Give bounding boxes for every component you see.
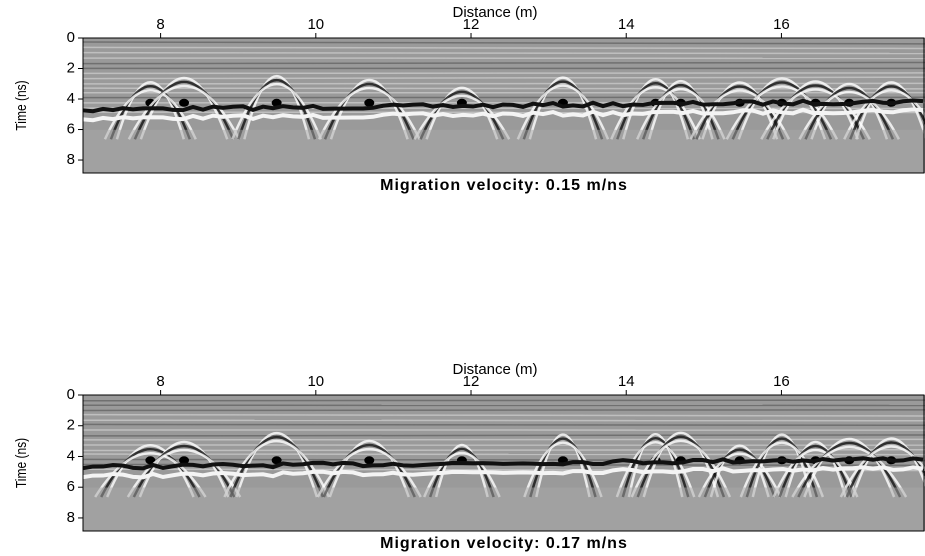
texture-hyperbola — [703, 448, 776, 498]
texture-hyperbola — [855, 81, 925, 140]
texture-hyperbola — [798, 90, 901, 140]
texture-blob — [271, 456, 282, 465]
texture-hyperbola — [419, 90, 505, 140]
x-tick-label: 12 — [463, 373, 480, 390]
texture-lower — [83, 487, 925, 531]
texture-hyperbola — [843, 89, 925, 140]
texture-blob — [364, 98, 375, 107]
texture-hyperbola — [784, 440, 847, 498]
y-axis-label: Time (ns) — [13, 438, 30, 488]
texture-hyperbola — [772, 80, 859, 140]
texture-hyperbola — [695, 85, 785, 140]
radargram-image — [83, 395, 925, 531]
y-tick-label: 0 — [67, 386, 75, 403]
texture-blob — [145, 456, 156, 465]
texture-blob — [271, 98, 282, 107]
texture-reflector — [83, 465, 924, 480]
texture-hyperbola — [434, 444, 489, 498]
texture-hyperbola — [428, 448, 495, 498]
texture-hyperbola — [413, 94, 511, 140]
texture-band — [83, 409, 925, 412]
texture-blob — [364, 456, 375, 465]
y-tick-label: 6 — [67, 120, 75, 137]
texture-hyperbola — [772, 449, 859, 498]
x-tick-label: 16 — [773, 373, 790, 390]
texture-band — [83, 87, 925, 90]
x-axis-label: Distance (m) — [452, 4, 537, 21]
texture-hyperbola — [100, 448, 201, 498]
texture-band — [83, 41, 925, 45]
x-tick-label: 16 — [773, 16, 790, 33]
texture-hyperbola — [810, 82, 889, 140]
texture-band — [83, 434, 925, 437]
texture-reflector — [83, 456, 924, 471]
texture-band — [83, 51, 925, 55]
texture-hyperbola — [797, 441, 902, 498]
caption: Migration velocity: 0.15 m/ns — [380, 177, 628, 194]
texture-band — [83, 448, 925, 452]
texture-band — [83, 423, 925, 427]
texture-hyperbola — [316, 447, 422, 498]
texture-hyperbola — [803, 437, 896, 498]
texture-hyperbola — [94, 452, 207, 498]
texture-hyperbola — [425, 86, 499, 140]
plot-frame — [82, 37, 925, 174]
texture-hyperbola — [522, 80, 604, 140]
x-axis-label: Distance (m) — [452, 361, 537, 378]
texture-hyperbola — [243, 74, 311, 140]
y-tick-label: 2 — [67, 417, 75, 434]
texture-band — [83, 399, 925, 402]
texture-hyperbola — [804, 86, 895, 140]
y-tick-label: 0 — [67, 29, 75, 46]
caption: Migration velocity: 0.17 m/ns — [380, 535, 628, 552]
texture-band — [83, 413, 925, 417]
texture-hyperbola — [845, 441, 925, 498]
texture-reflector — [83, 107, 924, 123]
y-tick-label: 4 — [67, 447, 75, 464]
texture-blob — [179, 456, 190, 465]
texture-hyperbola — [725, 85, 839, 140]
texture-reflector — [83, 98, 924, 114]
texture-hyperbola — [516, 84, 610, 140]
y-tick-label: 6 — [67, 478, 75, 495]
x-tick-label: 8 — [156, 373, 164, 390]
x-tick-label: 12 — [463, 16, 480, 33]
y-tick-label: 8 — [67, 509, 75, 526]
texture-hyperbola — [610, 85, 701, 140]
texture-hyperbola — [615, 441, 696, 498]
texture-hyperbola — [636, 87, 726, 140]
x-tick-label: 10 — [307, 373, 324, 390]
texture-hyperbola — [139, 77, 229, 140]
texture-hyperbola — [766, 84, 865, 140]
texture-lower — [83, 129, 925, 173]
texture-hyperbola — [778, 445, 853, 498]
texture-band — [83, 46, 925, 50]
texture-hyperbola — [731, 81, 833, 140]
texture-hyperbola — [709, 444, 770, 498]
texture-hyperbola — [235, 432, 319, 498]
texture-hyperbola — [697, 452, 782, 498]
texture-band — [83, 453, 925, 456]
texture-blob — [179, 98, 190, 107]
texture-band — [83, 438, 925, 441]
texture-hyperbola — [839, 445, 925, 498]
texture-band — [83, 76, 925, 80]
texture-hyperbola — [791, 445, 908, 498]
y-tick-label: 8 — [67, 151, 75, 168]
texture-band — [83, 61, 925, 65]
texture-hyperbola — [423, 452, 501, 498]
y-tick-label: 4 — [67, 90, 75, 107]
x-tick-label: 8 — [156, 16, 164, 33]
y-tick-label: 2 — [67, 59, 75, 76]
plot-frame — [82, 394, 925, 532]
texture-hyperbola — [851, 437, 925, 498]
y-axis-label: Time (ns) — [13, 80, 30, 130]
radargram-image — [83, 38, 925, 173]
texture-hyperbola — [849, 85, 925, 140]
x-tick-label: 14 — [618, 373, 635, 390]
x-tick-label: 14 — [618, 16, 635, 33]
texture-hyperbola — [701, 81, 779, 140]
x-tick-label: 10 — [307, 16, 324, 33]
